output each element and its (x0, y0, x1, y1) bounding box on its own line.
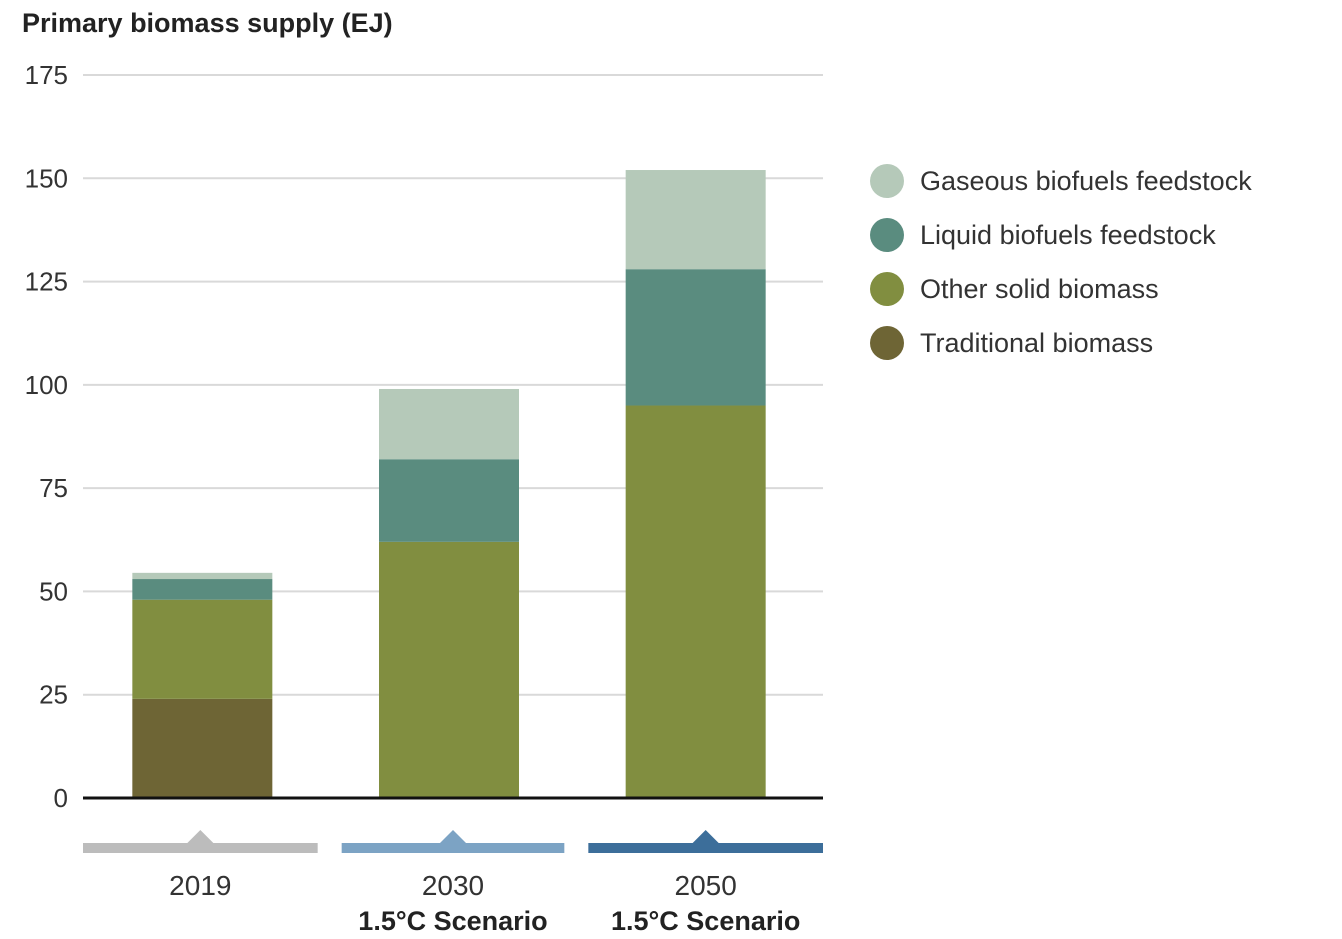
legend-label: Traditional biomass (920, 327, 1154, 358)
y-tick-label: 25 (39, 680, 68, 710)
category-marker-pointer (186, 830, 215, 844)
y-tick-label: 75 (39, 473, 68, 503)
bars (132, 170, 766, 798)
legend-item: Other solid biomass (870, 262, 1252, 316)
bar-segment (625, 170, 766, 270)
category-markers (83, 830, 823, 853)
category-marker-bar (341, 843, 565, 853)
legend-label: Liquid biofuels feedstock (920, 219, 1216, 250)
category-subtitle-label: 1.5°C Scenario (611, 906, 800, 936)
legend-item: Liquid biofuels feedstock (870, 208, 1252, 262)
category-marker-pointer (439, 830, 467, 844)
legend-swatch (870, 326, 904, 360)
category-marker-pointer (691, 830, 720, 844)
y-tick-label: 50 (39, 576, 68, 606)
category-year-label: 2050 (675, 870, 737, 901)
bar-segment (132, 599, 273, 699)
y-tick-label: 175 (25, 60, 68, 90)
y-tick-label: 0 (54, 783, 68, 813)
bar-segment (625, 269, 766, 406)
legend-label: Other solid biomass (920, 273, 1159, 304)
legend-swatch (870, 218, 904, 252)
category-labels: 2019 2030 1.5°C Scenario 2050 1.5°C Scenario (169, 870, 800, 936)
bar-segment (379, 459, 519, 542)
legend-swatch (870, 272, 904, 306)
bar-segment (379, 388, 519, 460)
bar-segment (379, 541, 519, 798)
legend-swatch (870, 164, 904, 198)
category-year-label: 2019 (169, 870, 231, 901)
category-marker-bar (83, 843, 318, 853)
bar-segment (625, 405, 766, 798)
category-marker-bar (588, 843, 823, 853)
y-tick-label: 100 (25, 370, 68, 400)
y-tick-label: 150 (25, 163, 68, 193)
bar-segment (132, 572, 273, 580)
y-tick-label: 125 (25, 267, 68, 297)
legend: Gaseous biofuels feedstock Liquid biofuel… (870, 154, 1252, 370)
y-tick-labels: 0 25 50 75 100 125 150 175 (25, 60, 68, 813)
legend-item: Gaseous biofuels feedstock (870, 154, 1252, 208)
category-year-label: 2030 (422, 870, 484, 901)
legend-label: Gaseous biofuels feedstock (920, 165, 1252, 196)
y-axis-title: Primary biomass supply (EJ) (22, 8, 393, 38)
bar-segment (132, 698, 273, 798)
legend-item: Traditional biomass (870, 316, 1252, 370)
category-subtitle-label: 1.5°C Scenario (358, 906, 547, 936)
bar-segment (132, 579, 273, 600)
